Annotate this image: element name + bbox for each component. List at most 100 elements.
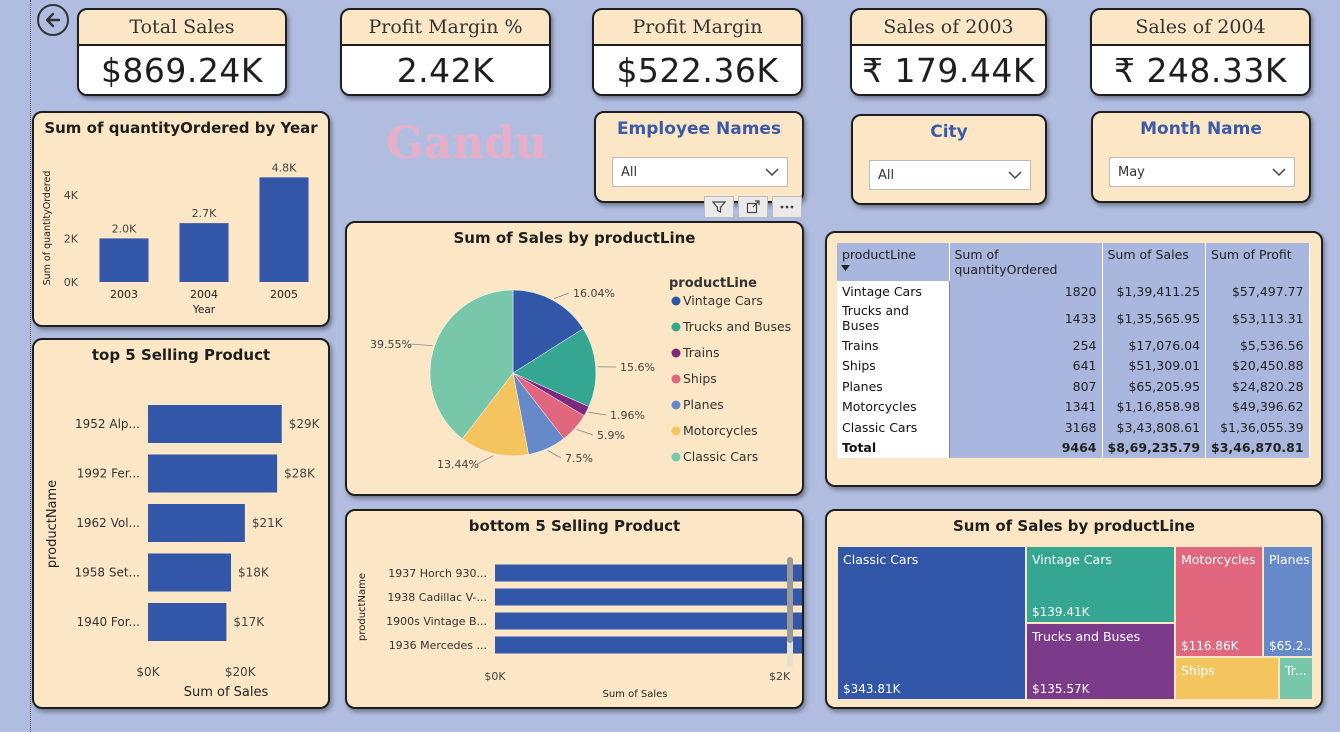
bar[interactable]	[148, 504, 245, 542]
month-slicer: Month Name May	[1091, 111, 1311, 203]
slice-label: 7.5%	[565, 452, 593, 465]
treemap-cell-value: $65.2...	[1269, 639, 1312, 653]
legend-item: Planes	[683, 397, 724, 412]
pie-chart-panel: Sum of Sales by productLine 16.04% 15.6% 1…	[345, 221, 804, 496]
leader-line[interactable]	[547, 450, 562, 459]
sales-by-productline-pie-chart: 16.04% 15.6% 1.96% 5.9% 7.5% 13.44% 39.55% prod…	[370, 276, 791, 471]
more-options-button[interactable]	[772, 196, 802, 218]
table-row[interactable]: Vintage Cars 1820 $1,39,411.25 $57,497.77	[837, 281, 1310, 302]
focus-mode-icon	[746, 200, 760, 214]
kpi-card-profit-margin-percent: Profit Margin % 2.42K	[340, 8, 551, 96]
leader-line[interactable]	[409, 343, 433, 347]
scrollbar-thumb[interactable]	[787, 557, 793, 643]
bar[interactable]	[259, 177, 309, 282]
sales-by-productline-treemap: Classic Cars $343.81K Vintage Cars $139.41K…	[838, 547, 1312, 699]
legend-item: Motorcycles	[683, 423, 758, 438]
bar[interactable]	[148, 553, 231, 592]
sort-descending-icon	[841, 265, 850, 271]
bar[interactable]	[495, 588, 802, 606]
kpi-value: 2.42K	[342, 44, 549, 94]
month-dropdown[interactable]: May	[1109, 157, 1295, 187]
table-row[interactable]: Motorcycles 1341 $1,16,858.98 $49,396.62	[837, 396, 1310, 417]
leader-line[interactable]	[553, 292, 570, 299]
scrollbar[interactable]	[787, 557, 793, 667]
filter-button[interactable]	[704, 196, 734, 218]
city-slicer: City All	[851, 114, 1047, 205]
x-tick-label: $0K	[136, 665, 160, 679]
slice-label: 1.96%	[610, 409, 645, 422]
y-tick-label: 2K	[64, 232, 79, 245]
year-bar-chart: 0K 2K 4K Sum of quantityOrdered Year 2.0K 2003…	[42, 161, 309, 316]
year-bar-chart-panel: Sum of quantityOrdered by Year 0K 2K 4K Sum…	[32, 111, 330, 327]
top5-product-chart-panel: top 5 Selling Product 1952 Alp... $29K 199…	[32, 338, 330, 709]
legend-title: productLine	[669, 276, 757, 291]
kpi-value: ₹ 179.44K	[852, 44, 1045, 94]
bar[interactable]	[495, 564, 802, 582]
column-header-quantity[interactable]: Sum of quantityOrdered	[949, 243, 1103, 281]
column-header-productline[interactable]: productLine	[837, 243, 950, 281]
bar[interactable]	[495, 612, 802, 630]
treemap-cell[interactable]: Trucks and Buses $135.57K	[1027, 624, 1174, 699]
pie-slice[interactable]	[512, 328, 597, 407]
table-row[interactable]: Classic Cars 3168 $3,43,808.61 $1,36,055.39	[837, 416, 1310, 438]
treemap-cell-value: $116.86K	[1181, 639, 1239, 653]
legend-marker	[671, 426, 681, 436]
treemap-cell[interactable]: Classic Cars $343.81K	[838, 547, 1025, 699]
treemap-cell-name: Motorcycles	[1181, 552, 1256, 567]
bar[interactable]	[179, 223, 229, 282]
x-tick-label: 2004	[190, 288, 218, 301]
leader-line[interactable]	[476, 455, 494, 465]
column-header-profit[interactable]: Sum of Profit	[1205, 243, 1310, 281]
legend-item: Vintage Cars	[683, 293, 763, 308]
kpi-card-profit-margin: Profit Margin $522.36K	[592, 8, 803, 96]
kpi-label: Total Sales	[129, 16, 235, 38]
table-row[interactable]: Trucks and Buses 1433 $1,35,565.95 $53,113.…	[837, 301, 1310, 336]
focus-mode-button[interactable]	[738, 196, 768, 218]
category-label: 1940 For...	[77, 615, 140, 629]
treemap-cell-name: Tr...	[1285, 663, 1307, 678]
treemap-cell[interactable]: Planes $65.2...	[1264, 547, 1312, 656]
pie-slice[interactable]	[462, 372, 529, 457]
employee-dropdown[interactable]: All	[612, 157, 788, 187]
treemap-cell[interactable]: Ships	[1176, 658, 1278, 699]
column-header-sales[interactable]: Sum of Sales	[1102, 243, 1207, 281]
category-label: 1936 Mercedes ...	[389, 639, 487, 652]
back-arrow-icon	[45, 12, 61, 28]
treemap-cell[interactable]: Motorcycles $116.86K	[1176, 547, 1262, 656]
treemap-cell[interactable]: Tr...	[1280, 658, 1312, 699]
slicer-title: Employee Names	[616, 119, 782, 139]
slice-label: 39.55%	[370, 338, 412, 351]
city-dropdown[interactable]: All	[869, 160, 1031, 190]
chart-title: Sum of Sales by productLine	[953, 517, 1195, 535]
pie-slice[interactable]	[429, 289, 514, 440]
data-label: 4.8K	[272, 161, 297, 174]
legend-marker	[671, 296, 681, 306]
bar[interactable]	[148, 405, 282, 443]
x-tick-label: 2003	[110, 288, 138, 301]
pie-slice[interactable]	[512, 289, 584, 374]
productline-matrix-panel: productLine Sum of quantityOrdered Sum o…	[825, 231, 1323, 487]
kpi-label: Profit Margin	[632, 16, 763, 38]
bar[interactable]	[148, 454, 278, 493]
treemap-cell[interactable]: Vintage Cars $139.41K	[1027, 547, 1174, 622]
treemap-panel: Sum of Sales by productLine Classic Cars…	[825, 509, 1323, 709]
chevron-down-icon	[765, 168, 779, 177]
bar[interactable]	[148, 603, 227, 641]
table-row[interactable]: Planes 807 $65,205.95 $24,820.28	[837, 376, 1310, 397]
watermark-text: Gandu	[386, 118, 547, 169]
table-row[interactable]: Trains 254 $17,076.04 $5,536.56	[837, 335, 1310, 356]
slicer-title: Month Name	[1140, 119, 1262, 139]
data-label: $17K	[233, 615, 265, 629]
bar[interactable]	[495, 636, 802, 654]
treemap-cell-name: Vintage Cars	[1032, 552, 1112, 567]
legend-marker	[671, 348, 681, 358]
treemap-cell-value: $343.81K	[843, 682, 901, 696]
slice-label: 16.04%	[573, 287, 615, 300]
leader-line[interactable]	[576, 429, 594, 436]
bar[interactable]	[99, 238, 149, 282]
table-row[interactable]: Ships 641 $51,309.01 $20,450.88	[837, 355, 1310, 377]
back-button[interactable]	[37, 4, 69, 36]
top5-product-bar-chart: 1952 Alp... $29K 1992 Fer... $28K 1962 Vol..…	[45, 405, 321, 700]
leader-line[interactable]	[588, 411, 607, 416]
legend-marker	[671, 452, 681, 462]
